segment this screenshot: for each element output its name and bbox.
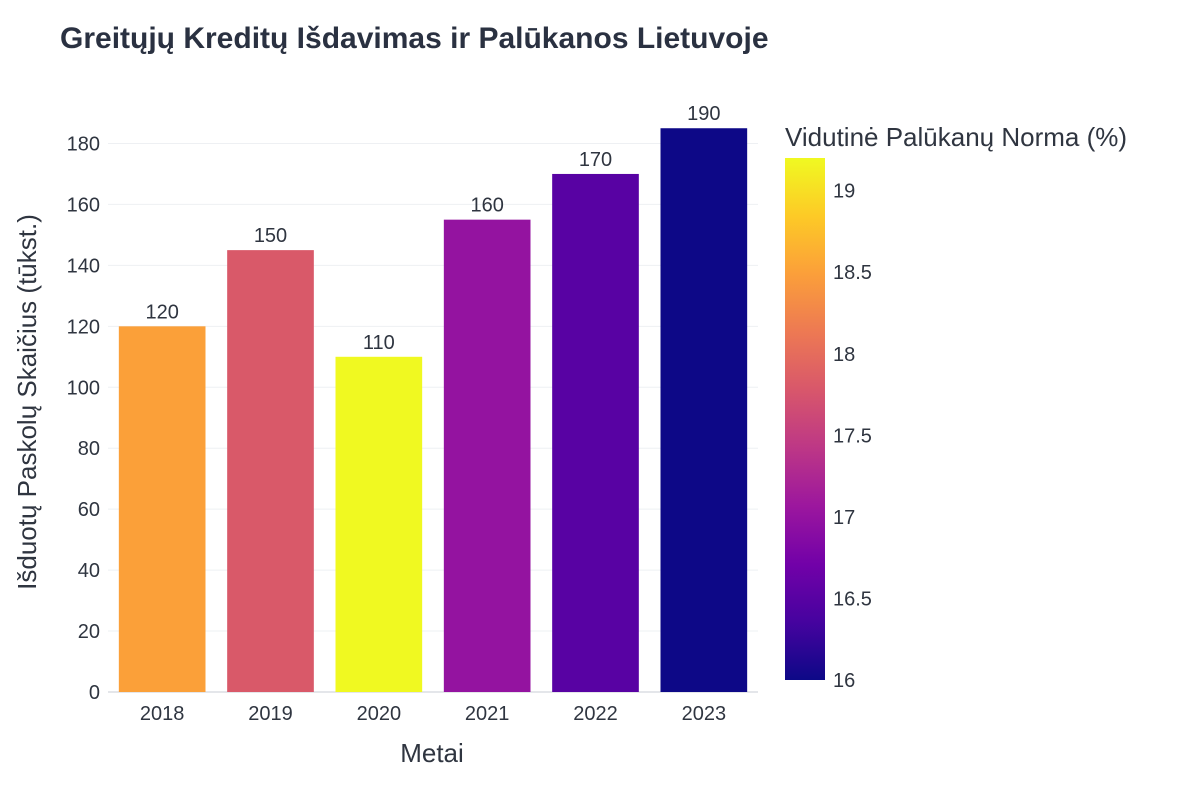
x-axis-ticks: 2018 2019 2020 2021 2022 2023 xyxy=(140,703,726,725)
y-tick-label: 0 xyxy=(89,682,100,704)
colorbar-tick-label: 17 xyxy=(833,507,855,529)
colorbar-tick-label: 17.5 xyxy=(833,425,872,447)
colorbar-tick-label: 19 xyxy=(833,181,855,203)
colorbar-tick-label: 16.5 xyxy=(833,588,872,610)
y-tick-label: 20 xyxy=(78,621,100,643)
bar-2021 xyxy=(443,219,531,692)
bar-2019 xyxy=(227,250,314,692)
colorbar-tick-label: 16 xyxy=(833,670,855,692)
data-label: 190 xyxy=(687,103,720,125)
y-tick-label: 40 xyxy=(78,560,100,582)
bars xyxy=(118,128,748,693)
x-axis-title: Metai xyxy=(400,738,464,768)
y-tick-label: 180 xyxy=(67,133,100,155)
y-tick-label: 80 xyxy=(78,438,100,460)
colorbar: Vidutinė Palūkanų Norma (%) 16 16.5 17 17.5… xyxy=(785,122,1127,692)
y-tick-label: 160 xyxy=(67,194,100,216)
y-tick-label: 100 xyxy=(67,377,100,399)
y-tick-label: 60 xyxy=(78,499,100,521)
data-label: 170 xyxy=(579,149,612,171)
y-tick-label: 120 xyxy=(67,316,100,338)
x-tick-label: 2019 xyxy=(248,703,293,725)
x-tick-label: 2023 xyxy=(682,703,727,725)
chart-title: Greitųjų Kreditų Išdavimas ir Palūkanos … xyxy=(60,22,769,55)
x-tick-label: 2018 xyxy=(140,703,185,725)
y-axis-ticks: 0 20 40 60 80 100 120 140 160 180 xyxy=(67,133,100,704)
bar-2022 xyxy=(552,173,639,692)
colorbar-gradient xyxy=(785,158,825,680)
data-label: 110 xyxy=(363,332,395,354)
colorbar-tick-label: 18.5 xyxy=(833,262,872,284)
bar-2018 xyxy=(118,326,206,692)
x-tick-label: 2021 xyxy=(465,703,510,725)
x-tick-label: 2020 xyxy=(357,703,402,725)
data-label: 150 xyxy=(254,225,287,247)
data-label: 120 xyxy=(145,301,178,323)
colorbar-ticks: 16 16.5 17 17.5 18 18.5 19 xyxy=(833,181,872,692)
x-tick-label: 2022 xyxy=(573,703,618,725)
colorbar-tick-label: 18 xyxy=(833,344,855,366)
colorbar-title: Vidutinė Palūkanų Norma (%) xyxy=(785,122,1127,152)
grid-lines xyxy=(108,142,758,693)
y-tick-label: 140 xyxy=(67,255,100,277)
data-label: 160 xyxy=(470,195,503,217)
bar-2023 xyxy=(660,128,748,693)
bar-2020 xyxy=(335,356,423,692)
y-axis-title: Išduotų Paskolų Skaičius (tūkst.) xyxy=(12,214,42,590)
data-labels: 120 150 110 160 170 190 xyxy=(145,103,720,354)
